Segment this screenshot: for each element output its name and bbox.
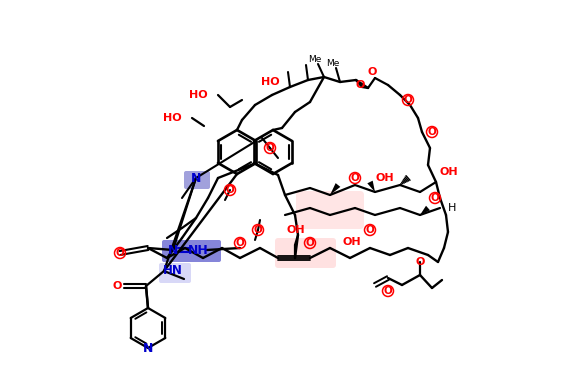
Text: O: O <box>226 185 234 195</box>
Text: O: O <box>431 193 439 203</box>
Text: O: O <box>366 225 374 235</box>
Text: Me: Me <box>327 59 340 68</box>
Text: O: O <box>367 67 377 77</box>
Text: OH: OH <box>440 167 458 177</box>
Text: HO: HO <box>164 113 182 123</box>
Polygon shape <box>420 206 430 215</box>
FancyBboxPatch shape <box>275 238 336 268</box>
Text: O: O <box>351 173 359 183</box>
Text: O: O <box>427 127 437 137</box>
Text: O: O <box>415 257 425 267</box>
Polygon shape <box>330 183 340 195</box>
Text: O: O <box>253 225 263 235</box>
Text: O: O <box>404 95 412 105</box>
Text: NH: NH <box>188 244 209 256</box>
Text: N: N <box>168 244 178 256</box>
FancyBboxPatch shape <box>184 171 210 189</box>
Text: O: O <box>236 238 244 248</box>
FancyBboxPatch shape <box>162 240 221 262</box>
Text: O: O <box>112 281 122 291</box>
Text: HO: HO <box>261 77 279 87</box>
Text: H: H <box>448 203 456 213</box>
Text: OH: OH <box>287 225 305 235</box>
Text: N: N <box>143 342 153 355</box>
Text: Me: Me <box>308 55 321 65</box>
Text: O: O <box>384 286 392 296</box>
FancyBboxPatch shape <box>296 191 364 229</box>
Text: N: N <box>191 171 201 185</box>
FancyBboxPatch shape <box>159 263 191 283</box>
Text: O: O <box>355 80 365 90</box>
Text: HO: HO <box>190 90 208 100</box>
Text: HN: HN <box>163 264 183 277</box>
Polygon shape <box>367 180 375 192</box>
Text: OH: OH <box>343 237 361 247</box>
Text: O: O <box>116 248 124 258</box>
Text: O: O <box>266 143 274 153</box>
Text: OH: OH <box>375 173 393 183</box>
Text: O: O <box>306 238 314 248</box>
